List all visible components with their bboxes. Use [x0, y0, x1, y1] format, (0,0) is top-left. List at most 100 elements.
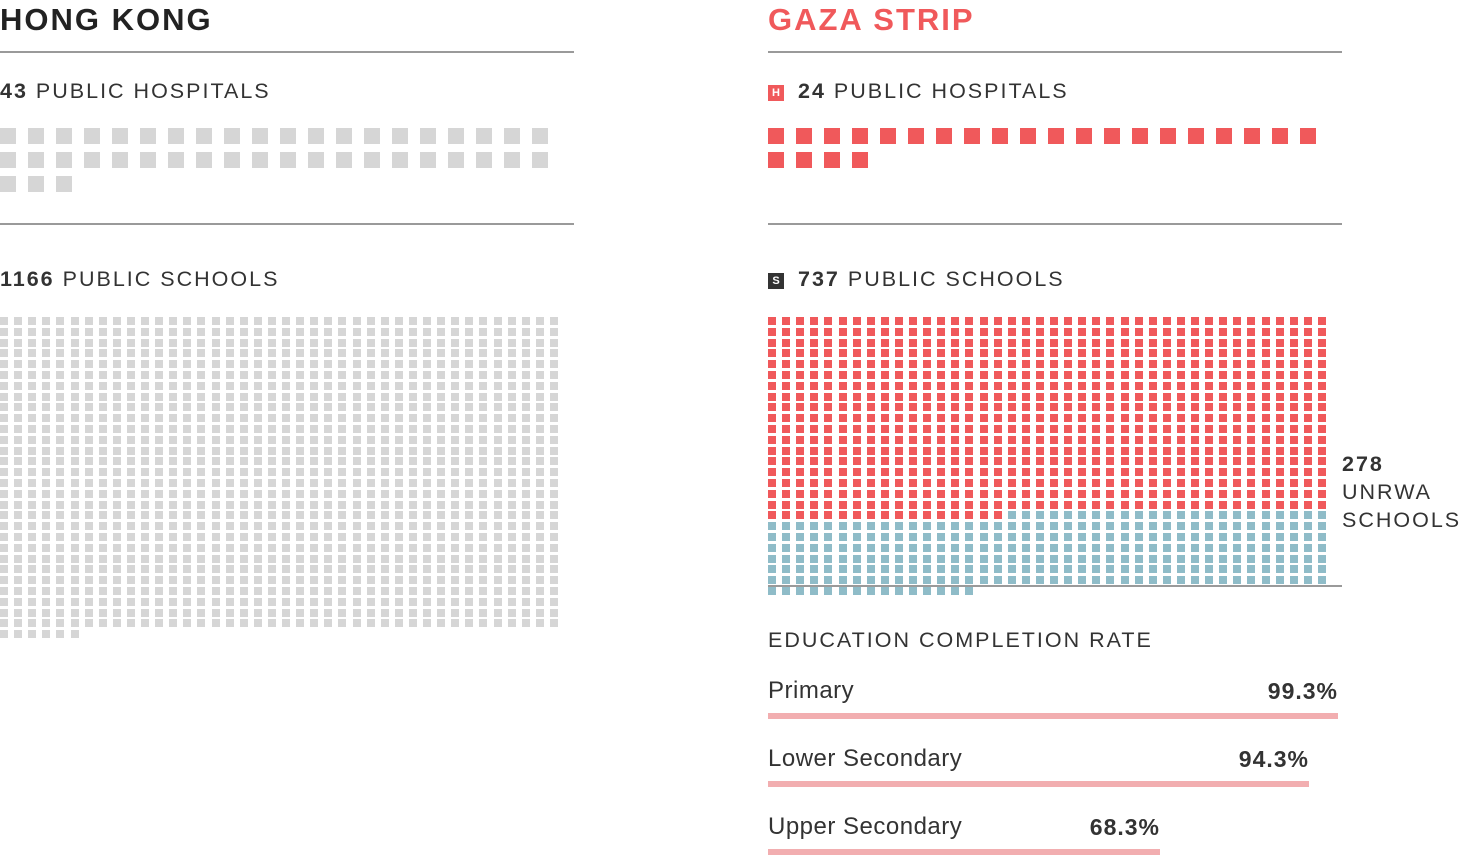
school-square	[507, 619, 516, 628]
school-square	[1078, 349, 1087, 358]
school-square	[84, 608, 93, 617]
school-square	[796, 327, 805, 336]
unrwa-school-square	[1233, 576, 1242, 585]
school-square	[225, 403, 234, 412]
school-square	[1092, 317, 1101, 325]
school-square	[1176, 317, 1185, 325]
school-square	[366, 457, 375, 466]
school-square	[310, 608, 319, 617]
unrwa-school-square	[1092, 565, 1101, 574]
school-square	[155, 576, 164, 585]
school-square	[993, 435, 1002, 444]
school-square	[28, 392, 37, 401]
school-square	[169, 414, 178, 423]
school-square	[338, 554, 347, 563]
school-square	[880, 360, 889, 369]
school-square	[169, 371, 178, 379]
school-square	[155, 392, 164, 401]
unrwa-school-square	[1247, 543, 1256, 552]
school-square	[253, 338, 262, 347]
school-square	[549, 338, 558, 347]
school-square	[909, 317, 917, 325]
school-square	[70, 338, 79, 347]
school-square	[42, 317, 51, 325]
school-square	[1261, 500, 1270, 509]
school-square	[1007, 435, 1016, 444]
school-square	[1078, 403, 1087, 412]
school-square	[112, 327, 121, 336]
hospital-square	[1104, 128, 1120, 144]
school-square	[296, 327, 305, 336]
school-square	[810, 392, 819, 401]
school-square	[1275, 489, 1284, 498]
school-square	[1050, 414, 1058, 423]
unrwa-school-square	[894, 533, 903, 541]
school-square	[1317, 489, 1326, 498]
school-square	[296, 576, 305, 585]
school-square	[1233, 446, 1242, 455]
school-square	[394, 403, 403, 412]
school-square	[909, 489, 917, 498]
school-square	[183, 479, 192, 487]
unrwa-school-square	[768, 522, 776, 531]
school-square	[1035, 360, 1044, 369]
school-square	[197, 327, 206, 336]
school-square	[521, 446, 530, 455]
school-square	[824, 381, 833, 390]
school-square	[141, 349, 149, 358]
school-square	[112, 446, 121, 455]
school-square	[923, 392, 932, 401]
school-square	[28, 414, 37, 423]
school-square	[112, 533, 121, 541]
school-square	[880, 425, 889, 433]
school-square	[1289, 381, 1298, 390]
school-square	[310, 587, 319, 595]
school-square	[112, 338, 121, 347]
school-square	[169, 489, 178, 498]
school-square	[768, 381, 776, 390]
school-square	[0, 468, 8, 477]
school-square	[465, 533, 474, 541]
unrwa-school-square	[1078, 511, 1087, 520]
school-square	[465, 608, 474, 617]
school-square	[84, 446, 93, 455]
hospital-square	[28, 152, 44, 168]
unrwa-school-square	[1078, 554, 1087, 563]
school-square	[169, 479, 178, 487]
school-square	[1247, 446, 1256, 455]
hk-hospitals-heading: 43 PUBLIC HOSPITALS	[0, 78, 271, 104]
unrwa-school-square	[1317, 543, 1326, 552]
school-square	[324, 446, 333, 455]
hospital-square	[992, 128, 1008, 144]
hospital-square	[532, 128, 548, 144]
school-square	[796, 392, 805, 401]
school-square	[239, 317, 248, 325]
hospital-square	[252, 128, 268, 144]
school-square	[549, 587, 558, 595]
school-square	[810, 468, 819, 477]
school-square	[521, 457, 530, 466]
school-square	[112, 511, 121, 520]
school-square	[1247, 317, 1256, 325]
school-square	[169, 446, 178, 455]
school-square	[352, 468, 361, 477]
school-square	[451, 327, 460, 336]
school-square	[282, 489, 290, 498]
school-square	[796, 414, 805, 423]
school-square	[479, 533, 488, 541]
school-square	[310, 479, 319, 487]
school-square	[155, 597, 164, 606]
school-square	[112, 522, 121, 531]
school-square	[28, 500, 37, 509]
school-square	[197, 619, 206, 628]
edu-bar	[768, 781, 1309, 787]
school-square	[1176, 489, 1185, 498]
school-square	[1050, 371, 1058, 379]
unrwa-school-square	[1205, 554, 1214, 563]
school-square	[1134, 457, 1143, 466]
school-square	[493, 392, 502, 401]
school-square	[493, 608, 502, 617]
school-square	[1289, 392, 1298, 401]
school-square	[465, 619, 474, 628]
school-square	[451, 381, 460, 390]
